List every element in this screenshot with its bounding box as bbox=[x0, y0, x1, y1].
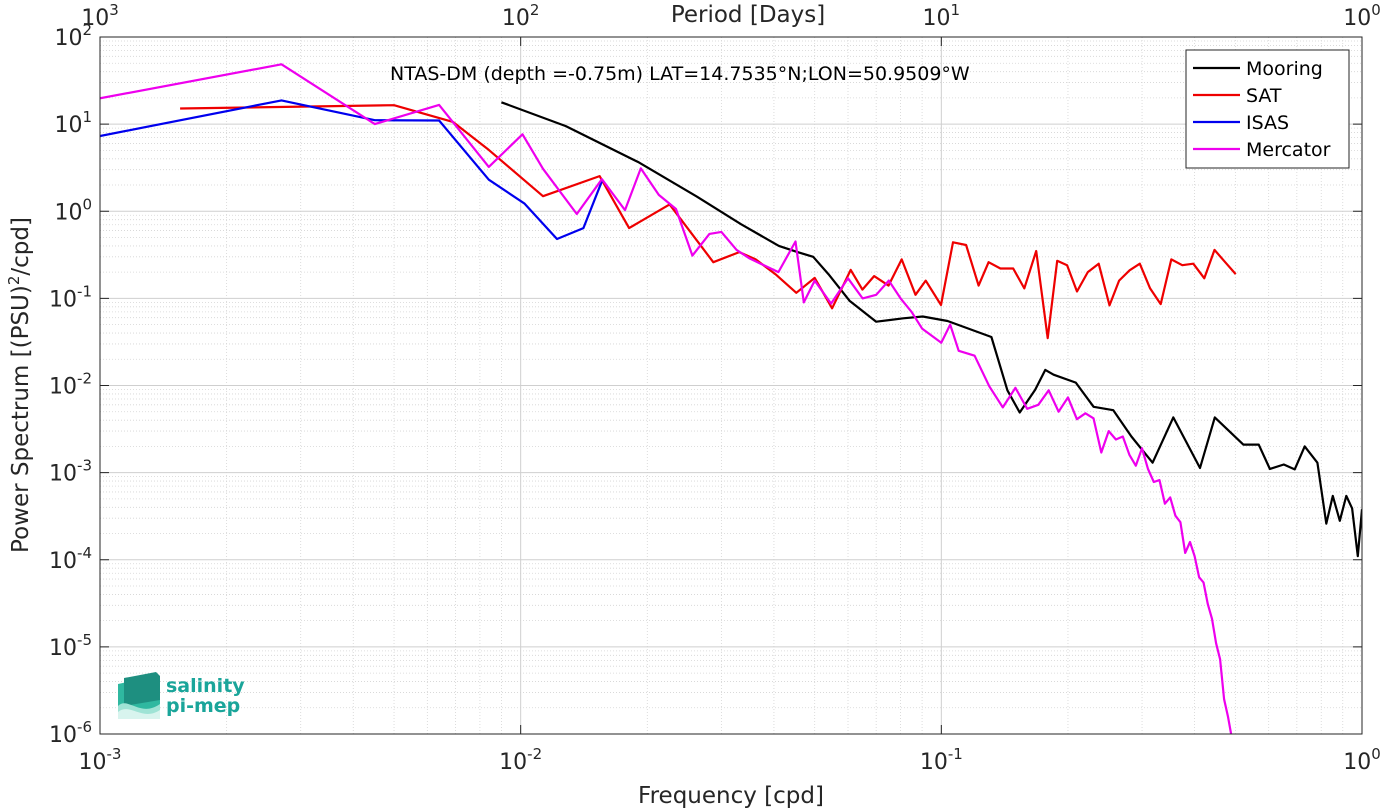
y-axis-label-tail: /cpd] bbox=[8, 217, 34, 276]
y-tick-label: 10-6 bbox=[49, 718, 92, 748]
y-tick-label: 10-5 bbox=[49, 631, 92, 661]
legend-box bbox=[1185, 49, 1350, 169]
series-line-sat bbox=[180, 104, 1237, 340]
y-tick-label: 100 bbox=[54, 195, 92, 225]
y-tick-label: 10-4 bbox=[49, 544, 92, 574]
top-tick-label: 100 bbox=[1343, 1, 1381, 31]
x-tick-label: 10-2 bbox=[499, 745, 542, 775]
y-tick-label: 10-1 bbox=[49, 282, 92, 312]
series-line-mooring bbox=[501, 101, 1362, 558]
y-axis-label-main: Power Spectrum [(PSU) bbox=[8, 285, 34, 553]
legend-label-sat: SAT bbox=[1246, 85, 1282, 107]
x-tick-label: 10-3 bbox=[79, 745, 122, 775]
logo-text-line1: salinity bbox=[166, 675, 245, 697]
wave-logo-icon bbox=[118, 672, 160, 719]
x-tick-label: 10-1 bbox=[920, 745, 963, 775]
top-tick-label: 102 bbox=[502, 1, 540, 31]
salinity-logo: salinity pi-mep bbox=[118, 672, 245, 719]
y-tick-label: 10-2 bbox=[49, 370, 92, 400]
x-axis-label: Frequency [cpd] bbox=[638, 783, 824, 809]
series-line-isas bbox=[100, 99, 603, 241]
legend: Mooring SAT ISAS Mercator bbox=[1185, 49, 1350, 169]
legend-label-isas: ISAS bbox=[1246, 112, 1289, 134]
legend-label-mooring: Mooring bbox=[1246, 58, 1323, 80]
y-tick-label: 102 bbox=[54, 21, 92, 51]
x-tick-label: 100 bbox=[1343, 745, 1381, 775]
grid bbox=[99, 36, 1363, 735]
top-axis-label: Period [Days] bbox=[671, 2, 825, 28]
logo-text-line2: pi-mep bbox=[166, 695, 240, 717]
ticks bbox=[99, 36, 1363, 735]
y-axis-label: Power Spectrum [(PSU)2/cpd] bbox=[5, 217, 34, 553]
y-axis-label-sup: 2 bbox=[5, 276, 23, 286]
legend-label-mercator: Mercator bbox=[1246, 139, 1331, 161]
y-tick-label: 10-3 bbox=[49, 457, 92, 487]
series-group bbox=[100, 63, 1362, 734]
top-tick-label: 101 bbox=[923, 1, 961, 31]
chart-title: NTAS-DM (depth =-0.75m) LAT=14.7535°N;LO… bbox=[390, 63, 970, 85]
y-tick-label: 101 bbox=[54, 108, 92, 138]
series-line-mercator bbox=[100, 63, 1233, 734]
top-tick-label: 103 bbox=[81, 1, 119, 31]
